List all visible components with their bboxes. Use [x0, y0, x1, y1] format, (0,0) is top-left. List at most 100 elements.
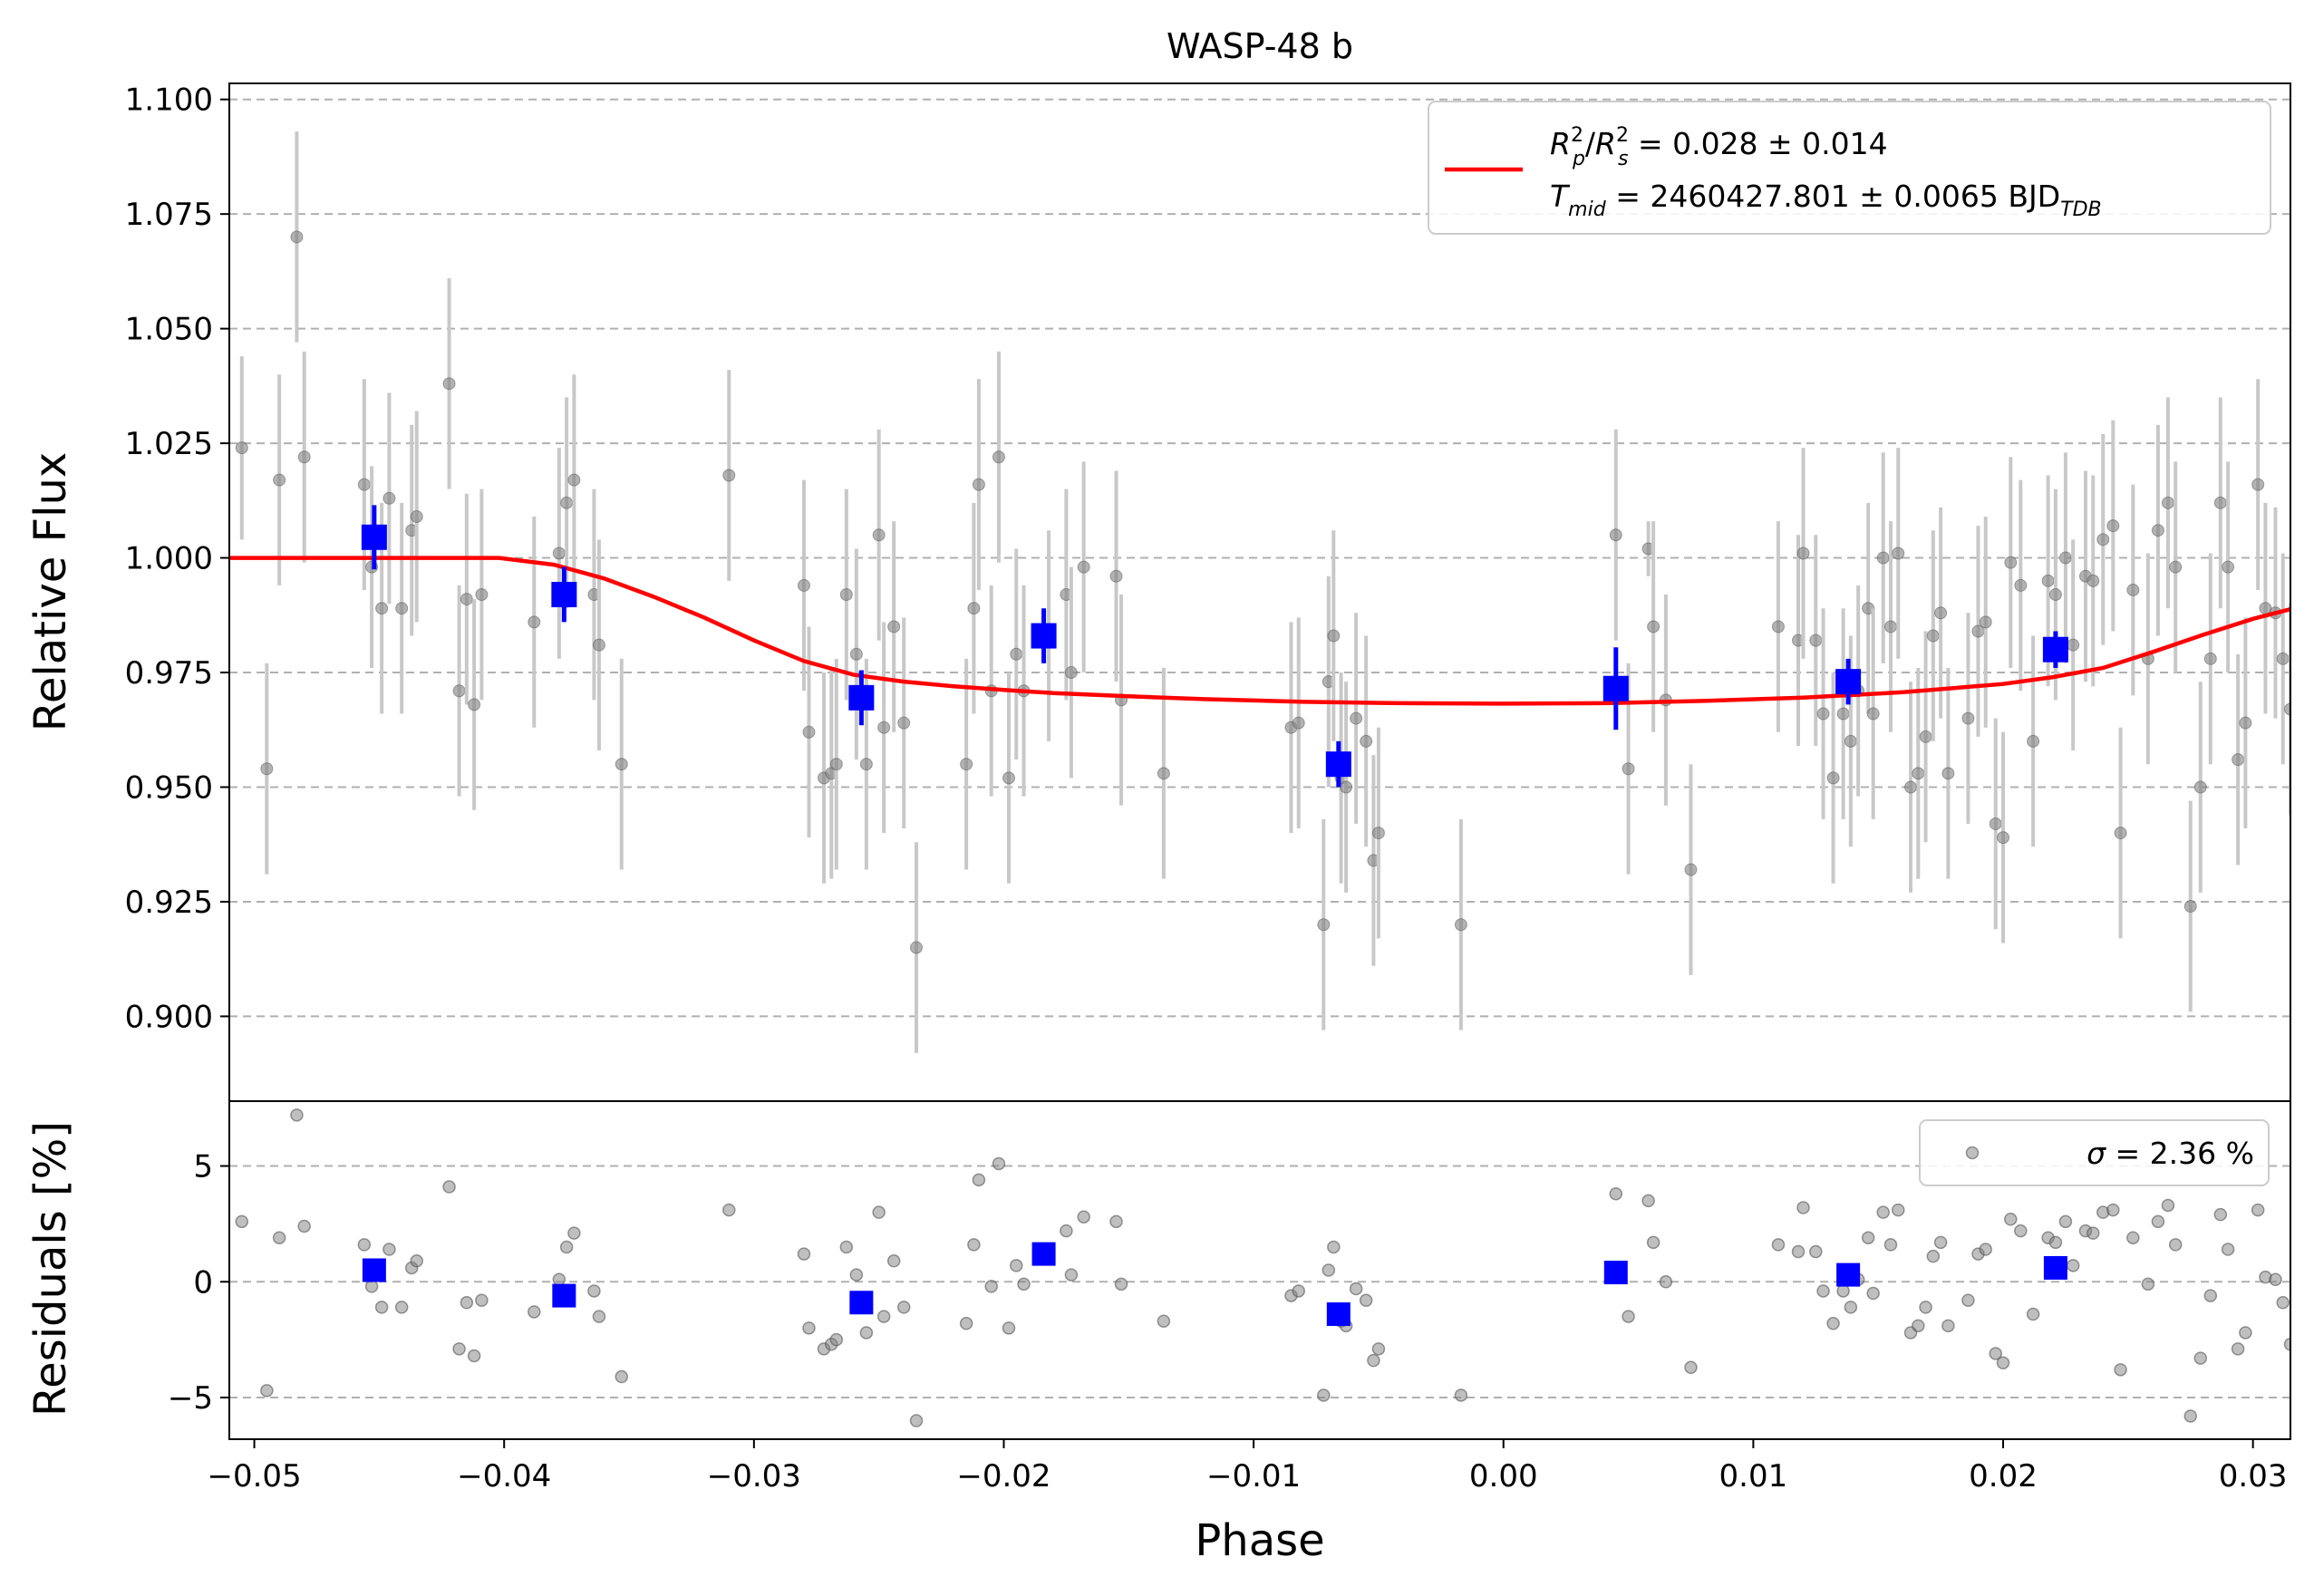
- x-tick-label: −0.05: [207, 1458, 301, 1494]
- residual-raw-point: [1609, 1186, 1623, 1201]
- residual-binned-point: [1326, 1302, 1351, 1327]
- residual-raw-point: [1979, 1243, 1992, 1256]
- residual-raw-point: [2058, 1214, 2073, 1229]
- legend-residual-marker: [1965, 1146, 1980, 1160]
- residual-binned-point: [552, 1283, 576, 1308]
- residuals-panel: −5 0 5 −0.05 −0.04 −0.03 −0.02 −0.01 0.00 0.01 0.…: [25, 1100, 2291, 1566]
- residual-raw-point: [2066, 1259, 2080, 1272]
- phase-x-ticks: −0.05 −0.04 −0.03 −0.02 −0.01 0.00 0.01 0.02 0.0…: [207, 1439, 2288, 1494]
- residual-raw-point: [290, 1108, 304, 1122]
- residual-raw-point: [1684, 1360, 1698, 1375]
- residual-raw-point: [1064, 1268, 1079, 1282]
- residual-raw-point: [357, 1238, 372, 1252]
- residual-raw-point: [587, 1284, 601, 1298]
- residual-raw-point: [2239, 1326, 2252, 1340]
- flux-binned-point: [848, 684, 875, 711]
- residual-raw-point: [802, 1321, 816, 1335]
- residuals-legend-box: [1919, 1119, 2270, 1186]
- flux-binned-points: [361, 505, 2068, 788]
- y-tick-label: 1.025: [125, 426, 213, 462]
- residual-raw-point: [374, 1301, 389, 1314]
- residual-raw-point: [235, 1214, 249, 1229]
- flux-raw-point: [2251, 478, 2265, 491]
- residuals-gridlines: [229, 1165, 2290, 1399]
- flux-raw-point: [2058, 551, 2072, 565]
- flux-raw-point: [1892, 547, 1905, 560]
- flux-raw-point: [1866, 707, 1880, 721]
- flux-raw-point: [2203, 652, 2217, 665]
- residual-raw-point: [2213, 1207, 2228, 1222]
- y-tick-label: −5: [168, 1380, 213, 1417]
- residual-raw-point: [1327, 1240, 1341, 1254]
- flux-raw-point: [382, 491, 396, 505]
- x-tick-label: 0.00: [1469, 1458, 1538, 1494]
- residuals-panel-frame: [228, 1100, 2291, 1440]
- flux-raw-point: [442, 377, 456, 391]
- residual-raw-point: [1919, 1301, 1932, 1314]
- flux-raw-point: [1350, 711, 1363, 725]
- transit-model-line: [229, 556, 2290, 706]
- residual-raw-point: [2151, 1214, 2165, 1229]
- residual-raw-point: [1866, 1286, 1880, 1301]
- flux-raw-point: [1157, 767, 1170, 780]
- residual-raw-point: [2183, 1409, 2197, 1423]
- flux-raw-point: [897, 716, 911, 730]
- residuals-legend-label: σ = 2.36 %: [2086, 1136, 2254, 1171]
- flux-raw-point: [2027, 734, 2040, 748]
- flux-raw-point: [722, 469, 736, 482]
- flux-raw-point: [468, 698, 481, 711]
- residual-raw-point: [967, 1238, 981, 1252]
- flux-raw-point: [872, 528, 886, 542]
- residual-raw-point: [2276, 1296, 2290, 1310]
- residual-raw-point: [872, 1205, 886, 1219]
- x-tick-label: −0.04: [457, 1458, 551, 1494]
- flux-binned-point: [1602, 675, 1629, 701]
- residual-raw-point: [592, 1310, 606, 1323]
- flux-raw-point: [1912, 767, 1925, 780]
- flux-raw-point: [375, 602, 389, 615]
- residual-raw-point: [2126, 1231, 2140, 1244]
- flux-raw-point: [2193, 780, 2207, 794]
- residual-raw-point: [1933, 1235, 1948, 1250]
- residual-raw-point: [972, 1173, 986, 1187]
- residual-raw-point: [797, 1247, 811, 1261]
- flux-raw-point: [1064, 666, 1078, 680]
- flux-raw-point: [1926, 629, 1940, 643]
- residual-raw-point: [2048, 1235, 2063, 1250]
- flux-raw-point: [887, 620, 901, 634]
- flux-raw-point: [1317, 918, 1331, 932]
- residual-raw-point: [2193, 1351, 2208, 1365]
- residual-raw-point: [1926, 1249, 1941, 1263]
- residual-raw-point: [1060, 1224, 1073, 1238]
- y-tick-label: 0.975: [125, 655, 213, 692]
- flux-raw-point: [967, 602, 981, 615]
- flux-binned-point: [551, 582, 577, 608]
- flux-raw-point: [802, 725, 816, 739]
- residual-raw-point: [1809, 1244, 1823, 1259]
- chart-title: WASP-48 b: [1167, 26, 1353, 66]
- y-tick-label: 1.050: [125, 312, 213, 348]
- flux-raw-point: [1010, 647, 1023, 661]
- y-tick-label: 1.000: [125, 541, 213, 577]
- flux-raw-point: [1327, 629, 1341, 643]
- residual-raw-point: [859, 1326, 874, 1340]
- flux-y-axis-label: Relative Flux: [25, 452, 76, 732]
- residual-raw-point: [1659, 1275, 1673, 1289]
- flux-raw-point: [260, 762, 274, 776]
- residuals-binned-points: [362, 1242, 2067, 1327]
- flux-raw-point: [2114, 827, 2127, 840]
- flux-raw-point: [1771, 620, 1785, 634]
- residual-binned-point: [362, 1258, 386, 1282]
- residuals-y-ticks: −5 0 5: [168, 1149, 229, 1417]
- flux-raw-point: [2106, 519, 2120, 533]
- residual-raw-point: [1941, 1319, 1955, 1333]
- flux-raw-point: [1292, 716, 1305, 730]
- flux-raw-point: [2276, 652, 2290, 665]
- residual-raw-point: [2161, 1198, 2175, 1213]
- residual-raw-point: [2203, 1289, 2218, 1302]
- residual-raw-point: [382, 1243, 396, 1256]
- flux-raw-point: [1997, 831, 2010, 845]
- flux-raw-point: [395, 602, 409, 615]
- flux-raw-point: [1836, 707, 1850, 721]
- y-tick-label: 0.925: [125, 885, 213, 921]
